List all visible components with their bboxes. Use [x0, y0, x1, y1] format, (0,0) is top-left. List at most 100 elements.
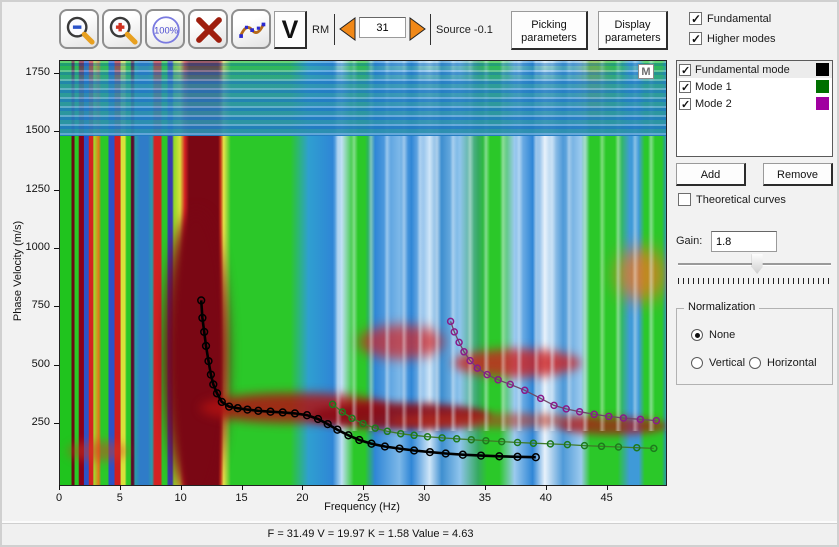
curve-2-marker[interactable]	[590, 410, 598, 419]
curve-0-marker[interactable]	[355, 435, 364, 445]
curve-1-marker[interactable]	[452, 435, 461, 443]
curve-0-marker[interactable]	[458, 450, 467, 459]
curve-0-marker[interactable]	[323, 419, 332, 429]
curve-2-marker[interactable]	[455, 338, 463, 347]
zoom-100-button[interactable]: 100%	[145, 9, 185, 49]
curve-1-marker[interactable]	[614, 443, 623, 451]
curve-0-marker[interactable]	[212, 389, 222, 398]
curve-0-marker[interactable]	[344, 431, 353, 440]
curve-0-marker[interactable]	[204, 356, 213, 366]
curve-0-marker[interactable]	[409, 446, 419, 455]
curve-0-marker[interactable]	[233, 404, 242, 413]
curve-1-marker[interactable]	[529, 439, 538, 447]
normalization-vertical-radio[interactable]: Vertical	[691, 357, 745, 369]
curve-2-marker[interactable]	[575, 407, 584, 416]
curve-2-marker[interactable]	[521, 386, 529, 395]
curve-1-marker[interactable]	[580, 441, 589, 450]
curve-1-marker[interactable]	[497, 437, 506, 446]
curve-2-marker[interactable]	[506, 380, 514, 389]
mode-item-color-swatch[interactable]	[816, 97, 829, 110]
curve-0-marker[interactable]	[313, 414, 323, 424]
curve-2-marker[interactable]	[450, 328, 459, 336]
mode-item-color-swatch[interactable]	[816, 63, 829, 76]
dispersion-plot[interactable]: M	[59, 60, 667, 486]
curve-0-marker[interactable]	[513, 452, 522, 461]
curve-1-marker[interactable]	[410, 431, 418, 440]
curve-1-marker[interactable]	[597, 442, 606, 451]
curve-0-marker[interactable]	[425, 447, 435, 457]
curve-0-marker[interactable]	[206, 370, 216, 379]
curve-1-marker[interactable]	[563, 440, 572, 449]
curve-1-marker[interactable]	[396, 429, 405, 438]
curve-2-marker[interactable]	[460, 348, 468, 356]
mode-item-checkbox[interactable]	[679, 80, 691, 94]
curve-0-marker[interactable]	[333, 425, 342, 434]
curve-2-marker[interactable]	[605, 412, 613, 421]
delete-picks-button[interactable]	[188, 9, 228, 49]
rm-increment-button[interactable]	[406, 14, 431, 45]
mode-list-item-1[interactable]: Mode 1	[677, 78, 832, 95]
curve-0-marker[interactable]	[209, 380, 218, 389]
add-mode-button[interactable]: Add	[676, 163, 746, 186]
curve-2-marker[interactable]	[636, 415, 645, 424]
curve-0-marker[interactable]	[224, 402, 234, 411]
curve-0-marker[interactable]	[495, 452, 504, 461]
gain-input[interactable]	[711, 231, 777, 252]
curve-0-marker[interactable]	[441, 449, 450, 458]
curve-2-marker[interactable]	[466, 356, 474, 365]
curve-1-marker[interactable]	[513, 438, 522, 447]
curve-0-marker[interactable]	[367, 439, 376, 448]
curve-1-marker[interactable]	[650, 444, 658, 453]
mode-list-item-2[interactable]: Mode 2	[677, 95, 832, 112]
mode-item-checkbox[interactable]	[679, 63, 691, 77]
curve-tool-button[interactable]	[231, 9, 271, 49]
mode-item-checkbox[interactable]	[679, 97, 691, 111]
mode-listbox[interactable]: Fundamental mode Mode 1 Mode 2	[676, 60, 833, 157]
curve-0-marker[interactable]	[302, 411, 312, 420]
remove-mode-button[interactable]: Remove	[763, 163, 833, 186]
zoom-in-button[interactable]	[102, 9, 142, 49]
normalization-none-radio[interactable]: None	[691, 329, 735, 341]
higher-modes-checkbox[interactable]: Higher modes	[689, 32, 775, 46]
curve-0-marker[interactable]	[290, 409, 300, 418]
curve-2-marker[interactable]	[483, 370, 491, 379]
curve-1-marker[interactable]	[371, 424, 379, 432]
curve-1-marker[interactable]	[482, 436, 490, 445]
fundamental-checkbox[interactable]: Fundamental	[689, 12, 771, 26]
picking-parameters-button[interactable]: Picking parameters	[511, 11, 588, 50]
zoom-out-button[interactable]	[59, 9, 99, 49]
curve-0-marker[interactable]	[254, 406, 263, 415]
curve-0-marker[interactable]	[266, 407, 275, 416]
curve-2-marker[interactable]	[652, 416, 661, 425]
curve-1-marker[interactable]	[338, 408, 347, 416]
curve-2-marker[interactable]	[446, 317, 455, 326]
curve-1-marker[interactable]	[633, 443, 641, 452]
curve-1-marker[interactable]	[438, 434, 446, 442]
curve-0-marker[interactable]	[395, 444, 404, 453]
curve-1-marker[interactable]	[383, 427, 392, 436]
curve-0-marker[interactable]	[201, 341, 211, 351]
curve-0-marker[interactable]	[476, 451, 486, 460]
curve-2-marker[interactable]	[550, 401, 558, 410]
curve-0-marker[interactable]	[217, 397, 226, 407]
curve-1-marker[interactable]	[423, 432, 432, 441]
curve-1-marker[interactable]	[467, 435, 476, 444]
normalization-horizontal-radio[interactable]: Horizontal	[749, 357, 817, 369]
gain-slider[interactable]	[676, 252, 833, 276]
curve-0-marker[interactable]	[198, 313, 207, 323]
curve-0-marker[interactable]	[278, 408, 287, 417]
rm-decrement-button[interactable]	[334, 14, 359, 45]
curve-2-marker[interactable]	[494, 376, 502, 384]
mode-badge-button[interactable]: M	[638, 64, 654, 79]
velocity-mode-button[interactable]: V	[274, 11, 307, 49]
display-parameters-button[interactable]: Display parameters	[598, 11, 668, 50]
mode-list-item-0[interactable]: Fundamental mode	[677, 61, 832, 78]
curve-1-marker[interactable]	[359, 419, 367, 428]
curve-0-marker[interactable]	[531, 453, 540, 462]
rm-value-input[interactable]	[359, 17, 406, 38]
mode-item-color-swatch[interactable]	[816, 80, 829, 93]
curve-2-marker[interactable]	[562, 405, 570, 413]
curve-2-marker[interactable]	[473, 364, 482, 372]
curve-1-marker[interactable]	[348, 414, 356, 423]
curve-0-marker[interactable]	[197, 296, 206, 305]
